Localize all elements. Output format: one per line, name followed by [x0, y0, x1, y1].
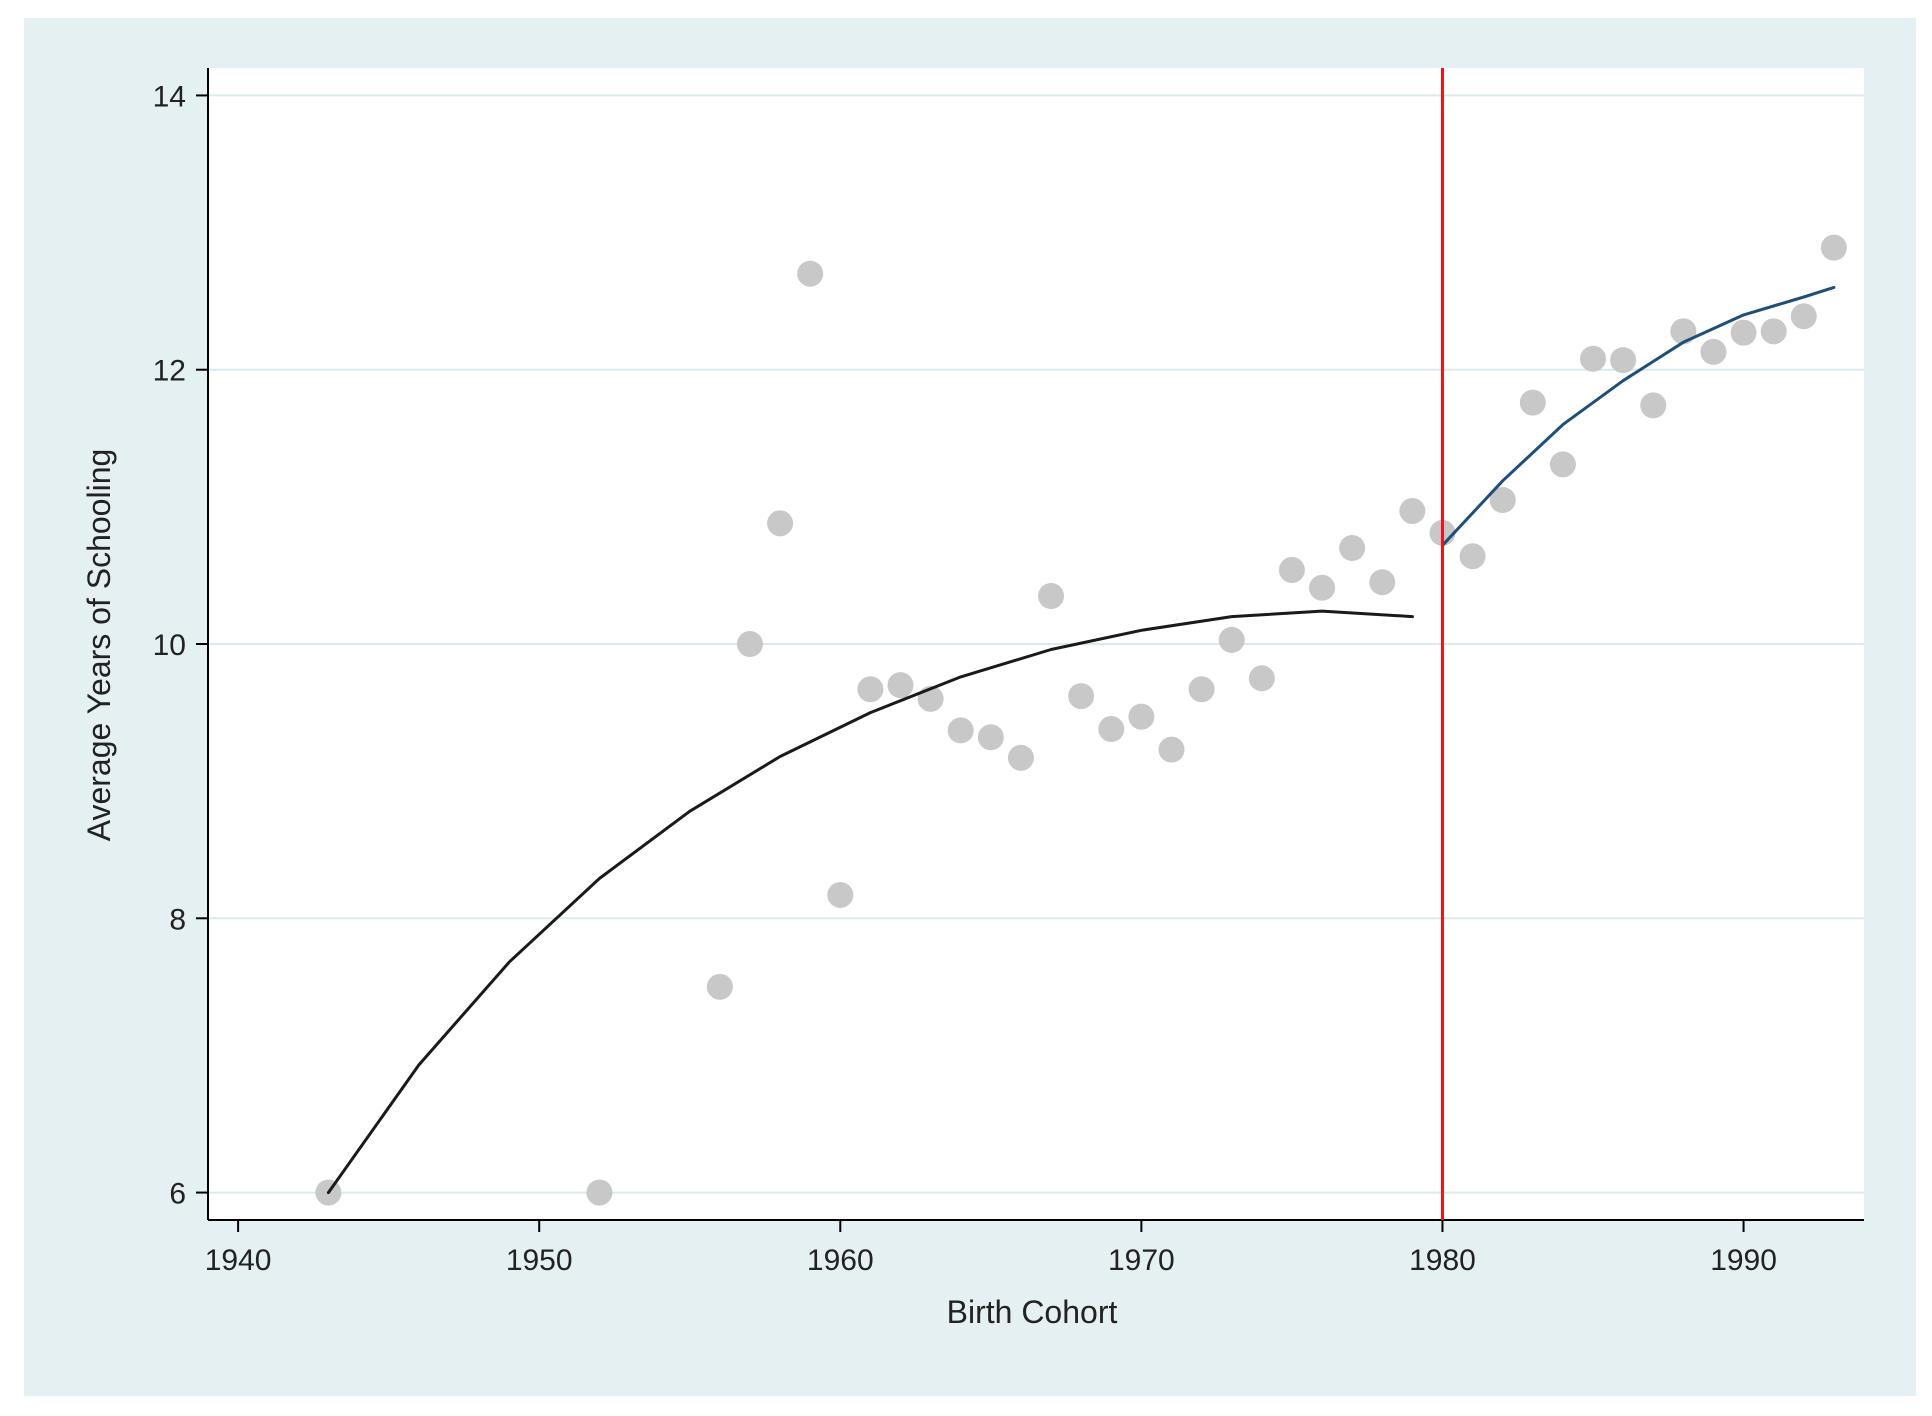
scatter-points	[315, 234, 1847, 1206]
data-point-1952	[586, 1179, 613, 1206]
data-point-1970	[1128, 703, 1155, 730]
data-point-1960	[827, 881, 854, 908]
data-point-1956	[706, 973, 733, 1000]
data-point-1972	[1188, 676, 1215, 703]
data-point-1969	[1098, 716, 1125, 743]
x-tick-label-1940: 1940	[205, 1244, 272, 1277]
data-point-1977	[1339, 535, 1366, 561]
data-point-1971	[1158, 736, 1185, 763]
x-tick-label-1990: 1990	[1710, 1244, 1777, 1277]
data-point-1978	[1369, 569, 1396, 596]
fit-lines	[326, 68, 1836, 1220]
y-tick-label-6: 6	[169, 1178, 186, 1211]
data-point-1961	[857, 676, 884, 703]
x-tick-label-1980: 1980	[1409, 1244, 1476, 1277]
data-point-1985	[1580, 345, 1607, 372]
y-tick-label-8: 8	[169, 903, 186, 936]
data-point-1991	[1760, 318, 1787, 345]
data-point-1966	[1007, 744, 1034, 771]
data-point-1983	[1519, 389, 1546, 416]
data-point-1990	[1730, 319, 1757, 346]
data-point-1958	[767, 510, 794, 537]
data-point-1979	[1399, 497, 1426, 524]
data-point-1968	[1068, 683, 1095, 710]
data-point-1967	[1038, 583, 1065, 609]
y-tick-label-14: 14	[153, 80, 186, 113]
data-point-1993	[1820, 234, 1847, 261]
data-point-1965	[977, 724, 1004, 751]
data-point-1964	[947, 717, 974, 744]
y-axis-title: Average Years of Schooling	[81, 449, 117, 842]
fit-line-pre-1980	[326, 609, 1414, 1195]
data-point-1989	[1700, 338, 1727, 365]
y-tick-label-12: 12	[153, 355, 186, 388]
data-point-1957	[736, 631, 763, 657]
data-point-1974	[1248, 665, 1275, 692]
x-axis-title: Birth Cohort	[947, 1294, 1118, 1330]
data-point-1973	[1218, 626, 1245, 653]
axes: 6 8 10 12 14 1940 1950 1960 1970 1980 1990	[153, 68, 1864, 1277]
x-tick-label-1960: 1960	[807, 1244, 874, 1277]
data-point-1982	[1489, 487, 1516, 513]
data-point-1984	[1549, 451, 1576, 478]
data-point-1987	[1640, 392, 1667, 419]
data-point-1981	[1459, 543, 1486, 570]
data-point-1986	[1610, 347, 1637, 374]
y-tick-label-10: 10	[153, 629, 186, 662]
data-point-1959	[797, 260, 824, 287]
data-point-1976	[1309, 574, 1336, 601]
data-point-1992	[1790, 303, 1817, 330]
data-point-1975	[1278, 556, 1305, 583]
fit-line-post-1980	[1441, 285, 1836, 547]
x-tick-label-1950: 1950	[506, 1244, 573, 1277]
data-point-1962	[887, 672, 914, 699]
x-tick-label-1970: 1970	[1108, 1244, 1175, 1277]
data-point-1988	[1670, 318, 1697, 345]
